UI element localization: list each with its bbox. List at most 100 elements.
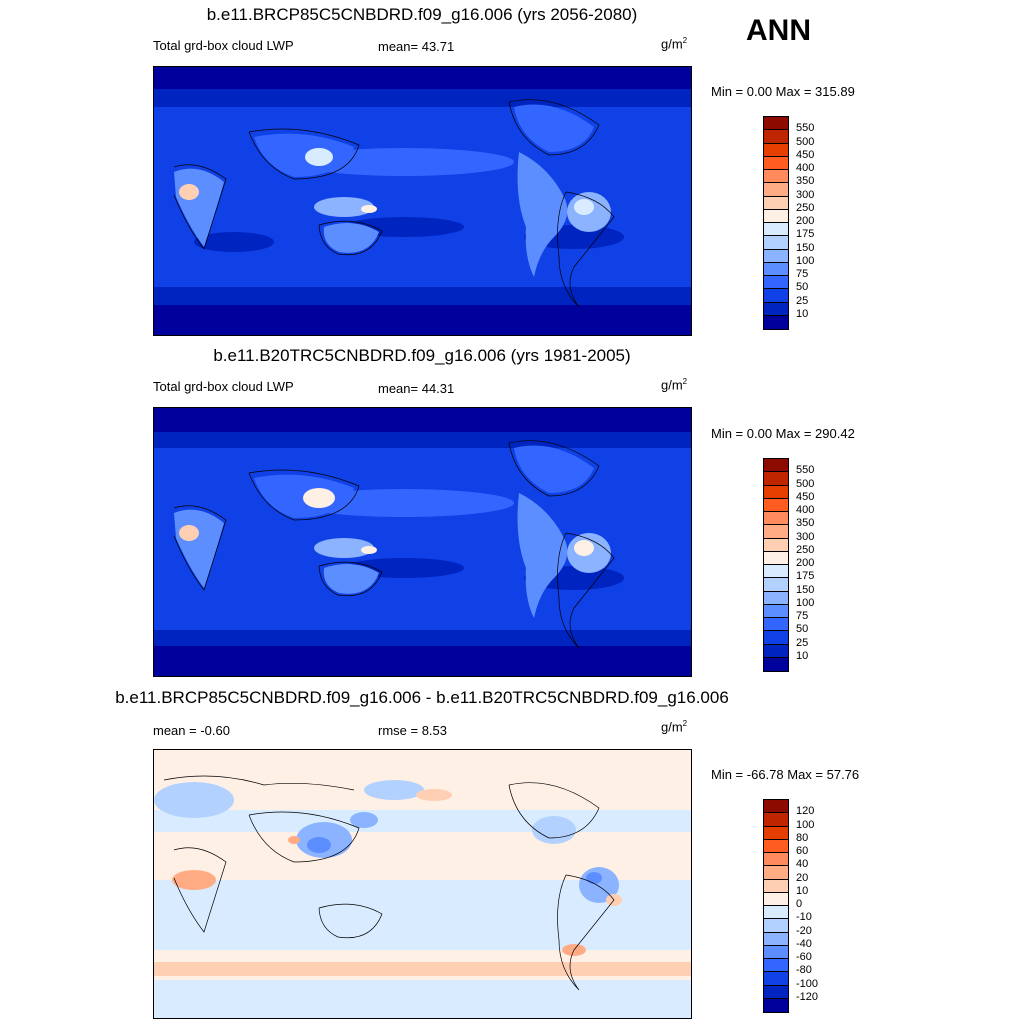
colorbar-swatch — [764, 866, 788, 880]
colorbar-swatch — [764, 315, 788, 329]
colorbar-swatch — [764, 512, 788, 526]
panel-3-map — [153, 749, 692, 1019]
colorbar-swatch — [764, 879, 788, 893]
colorbar-swatch — [764, 472, 788, 486]
colorbar-tick-label: -100 — [796, 977, 819, 990]
colorbar-swatch — [764, 183, 788, 197]
season-label: ANN — [746, 14, 811, 47]
colorbar-tick-label: 75 — [796, 610, 809, 622]
colorbar-tick-label: 350 — [796, 517, 815, 530]
colorbar-swatch — [764, 631, 788, 645]
colorbar-tick-label: 550 — [796, 122, 815, 135]
colorbar-tick-label: 200 — [796, 215, 815, 227]
colorbar-tick-label: 175 — [796, 570, 815, 583]
colorbar-tick-label: 100 — [796, 818, 815, 831]
colorbar-swatch — [764, 932, 788, 946]
panel-2-variable-label: Total grd-box cloud LWP — [153, 379, 294, 394]
colorbar-swatch — [764, 223, 788, 237]
colorbar-swatch — [764, 800, 788, 814]
colorbar-tick-label: 25 — [796, 294, 809, 307]
panel-3-mean-label: mean = -0.60 — [153, 723, 230, 738]
colorbar-tick-label: 150 — [796, 583, 815, 596]
colorbar-swatch — [764, 591, 788, 605]
colorbar-tick-label: 450 — [796, 490, 815, 503]
colorbar-swatch — [764, 196, 788, 210]
panel-2-minmax: Min = 0.00 Max = 290.42 — [711, 426, 855, 441]
colorbar-swatch — [764, 972, 788, 986]
colorbar-tick-label: 500 — [796, 477, 815, 490]
colorbar-swatch — [764, 276, 788, 290]
colorbar-tick-label: 500 — [796, 135, 815, 148]
panel-2-colorbar-labels: 550 500 450 400 350 300 250 200 175 150 100 75 50 25 1… — [796, 458, 856, 672]
panel-1-units: g/m2 — [661, 36, 688, 52]
colorbar-tick-label: 10 — [796, 307, 809, 320]
colorbar-swatch — [764, 551, 788, 565]
colorbar-swatch — [764, 604, 788, 618]
colorbar-tick-label: -80 — [796, 964, 812, 977]
colorbar-swatch — [764, 525, 788, 539]
colorbar-tick-label: 300 — [796, 188, 815, 201]
colorbar-swatch — [764, 618, 788, 632]
colorbar-swatch — [764, 262, 788, 276]
colorbar-swatch — [764, 485, 788, 499]
colorbar-swatch — [764, 459, 788, 473]
colorbar-tick-label: 175 — [796, 228, 815, 241]
colorbar-swatch — [764, 853, 788, 867]
colorbar-tick-label: 300 — [796, 530, 815, 543]
panel-3-rmse-label: rmse = 8.53 — [378, 723, 448, 738]
colorbar-tick-label: 10 — [796, 649, 809, 662]
colorbar-tick-label: 75 — [796, 268, 809, 280]
colorbar-swatch — [764, 919, 788, 933]
colorbar-tick-label: 10 — [796, 884, 809, 897]
colorbar-swatch — [764, 538, 788, 552]
panel-1-colorbar-labels: 550 500 450 400 350 300 250 200 175 150 100 75 50 25 1… — [796, 116, 856, 330]
panel-2-map — [153, 407, 692, 677]
colorbar-tick-label: 400 — [796, 504, 815, 516]
colorbar-tick-label: 40 — [796, 858, 809, 871]
colorbar-swatch — [764, 892, 788, 906]
panel-3-title: b.e11.BRCP85C5CNBDRD.f09_g16.006 - b.e11… — [115, 688, 729, 707]
colorbar-tick-label: -120 — [796, 990, 819, 1003]
colorbar-tick-label: 550 — [796, 464, 815, 477]
panel-2-mean-label: mean= 44.31 — [378, 381, 455, 396]
colorbar-swatch — [764, 839, 788, 853]
colorbar-swatch — [764, 985, 788, 999]
colorbar-tick-label: 250 — [796, 543, 815, 556]
panel-2-units: g/m2 — [661, 377, 688, 393]
colorbar-tick-label: -40 — [796, 937, 812, 950]
colorbar-swatch — [764, 143, 788, 157]
panel-3-colorbar — [763, 799, 789, 1013]
colorbar-swatch — [764, 644, 788, 658]
panel-1-minmax: Min = 0.00 Max = 315.89 — [711, 84, 855, 99]
colorbar-swatch — [764, 117, 788, 131]
colorbar-tick-label: 80 — [796, 831, 809, 844]
colorbar-swatch — [764, 249, 788, 263]
colorbar-swatch — [764, 565, 788, 579]
colorbar-tick-label: 50 — [796, 623, 809, 636]
colorbar-swatch — [764, 945, 788, 959]
colorbar-tick-label: 20 — [796, 871, 809, 884]
colorbar-tick-label: 200 — [796, 557, 815, 569]
colorbar-tick-label: 450 — [796, 148, 815, 161]
colorbar-tick-label: 50 — [796, 281, 809, 294]
panel-2-title: b.e11.B20TRC5CNBDRD.f09_g16.006 (yrs 198… — [213, 346, 631, 365]
colorbar-swatch — [764, 156, 788, 170]
colorbar-tick-label: 150 — [796, 241, 815, 254]
panel-1-colorbar — [763, 116, 789, 330]
colorbar-tick-label: 60 — [796, 845, 809, 857]
colorbar-swatch — [764, 813, 788, 827]
colorbar-swatch — [764, 578, 788, 592]
panel-2-colorbar — [763, 458, 789, 672]
colorbar-tick-label: 0 — [796, 898, 803, 910]
colorbar-tick-label: -60 — [796, 951, 812, 963]
colorbar-swatch — [764, 236, 788, 250]
panel-1-variable-label: Total grd-box cloud LWP — [153, 38, 294, 53]
colorbar-swatch — [764, 826, 788, 840]
colorbar-swatch — [764, 302, 788, 316]
colorbar-tick-label: -10 — [796, 911, 812, 924]
panel-1-title: b.e11.BRCP85C5CNBDRD.f09_g16.006 (yrs 20… — [206, 5, 638, 24]
colorbar-swatch — [764, 906, 788, 920]
colorbar-tick-label: -20 — [796, 924, 812, 937]
colorbar-swatch — [764, 498, 788, 512]
colorbar-tick-label: 100 — [796, 254, 815, 267]
